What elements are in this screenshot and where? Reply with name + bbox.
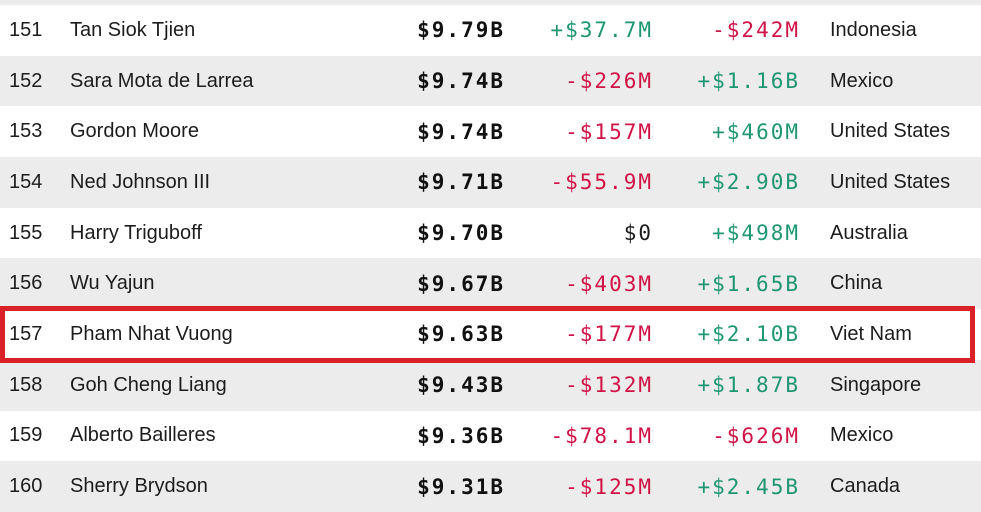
net-worth-cell: $9.74B (417, 119, 505, 144)
table-row[interactable]: 159 Alberto Bailleres $9.36B -$78.1M -$6… (0, 410, 981, 462)
previous-row-edge (0, 0, 981, 5)
table-row[interactable]: 151 Tan Siok Tjien $9.79B +$37.7M -$242M… (0, 5, 981, 56)
net-worth-cell: $9.70B (417, 221, 505, 246)
net-worth-cell: $9.67B (417, 271, 505, 296)
rank-cell: 158 (9, 373, 43, 396)
daily-change-cell: $0 (623, 221, 653, 246)
rank-cell: 159 (9, 424, 43, 447)
rank-cell: 155 (9, 221, 43, 244)
table-row[interactable]: 160 Sherry Brydson $9.31B -$125M +$2.45B… (0, 461, 981, 512)
ytd-change-cell: -$626M (712, 423, 800, 448)
name-cell[interactable]: Alberto Bailleres (70, 424, 216, 447)
table-row[interactable]: 156 Wu Yajun $9.67B -$403M +$1.65B China (0, 258, 981, 310)
net-worth-cell: $9.43B (417, 373, 505, 398)
ytd-change-cell: -$242M (712, 18, 800, 43)
rank-cell: 151 (9, 18, 43, 41)
table-row[interactable]: 155 Harry Triguboff $9.70B $0 +$498M Aus… (0, 207, 981, 259)
table-row[interactable]: 157 Pham Nhat Vuong $9.63B -$177M +$2.10… (0, 306, 981, 363)
net-worth-cell: $9.79B (417, 18, 505, 43)
ytd-change-cell: +$1.65B (697, 271, 800, 296)
name-cell[interactable]: Ned Johnson III (70, 170, 211, 193)
name-cell[interactable]: Sara Mota de Larrea (70, 69, 254, 92)
name-cell[interactable]: Tan Siok Tjien (70, 18, 196, 41)
net-worth-cell: $9.31B (417, 474, 505, 499)
daily-change-cell: -$132M (565, 373, 653, 398)
country-cell: United States (830, 170, 951, 193)
country-cell: Singapore (830, 373, 922, 396)
daily-change-cell: -$55.9M (550, 170, 653, 195)
country-cell: Australia (830, 221, 908, 244)
country-cell: Indonesia (830, 18, 917, 41)
name-cell[interactable]: Pham Nhat Vuong (70, 322, 233, 345)
net-worth-cell: $9.63B (417, 322, 505, 347)
ytd-change-cell: +$2.90B (697, 170, 800, 195)
country-cell: Mexico (830, 69, 894, 92)
name-cell[interactable]: Harry Triguboff (70, 221, 202, 244)
rank-cell: 154 (9, 170, 43, 193)
name-cell[interactable]: Goh Cheng Liang (70, 373, 227, 396)
country-cell: China (830, 272, 883, 295)
rank-cell: 153 (9, 120, 43, 143)
rank-cell: 156 (9, 272, 43, 295)
net-worth-cell: $9.74B (417, 69, 505, 94)
daily-change-cell: -$226M (565, 69, 653, 94)
net-worth-cell: $9.71B (417, 170, 505, 195)
ytd-change-cell: +$1.87B (697, 373, 800, 398)
ytd-change-cell: +$1.16B (697, 69, 800, 94)
table-row[interactable]: 154 Ned Johnson III $9.71B -$55.9M +$2.9… (0, 157, 981, 208)
country-cell: Mexico (830, 424, 894, 447)
name-cell[interactable]: Sherry Brydson (70, 475, 208, 498)
daily-change-cell: +$37.7M (550, 18, 653, 43)
rank-cell: 157 (9, 322, 43, 345)
name-cell[interactable]: Gordon Moore (70, 120, 199, 143)
ytd-change-cell: +$2.10B (697, 322, 800, 347)
table-row[interactable]: 158 Goh Cheng Liang $9.43B -$132M +$1.87… (0, 359, 981, 411)
rank-cell: 160 (9, 475, 43, 498)
ytd-change-cell: +$2.45B (697, 474, 800, 499)
name-cell[interactable]: Wu Yajun (70, 272, 155, 295)
daily-change-cell: -$78.1M (550, 423, 653, 448)
table-row[interactable]: 152 Sara Mota de Larrea $9.74B -$226M +$… (0, 55, 981, 107)
ytd-change-cell: +$498M (712, 221, 800, 246)
daily-change-cell: -$403M (565, 271, 653, 296)
net-worth-cell: $9.36B (417, 423, 505, 448)
daily-change-cell: -$125M (565, 474, 653, 499)
daily-change-cell: -$157M (565, 119, 653, 144)
billionaires-table-body: 151 Tan Siok Tjien $9.79B +$37.7M -$242M… (0, 5, 981, 512)
country-cell: United States (830, 120, 951, 143)
table-row[interactable]: 153 Gordon Moore $9.74B -$157M +$460M Un… (0, 106, 981, 158)
rank-cell: 152 (9, 69, 43, 92)
country-cell: Viet Nam (830, 322, 912, 345)
ytd-change-cell: +$460M (712, 119, 800, 144)
country-cell: Canada (830, 475, 901, 498)
daily-change-cell: -$177M (565, 322, 653, 347)
